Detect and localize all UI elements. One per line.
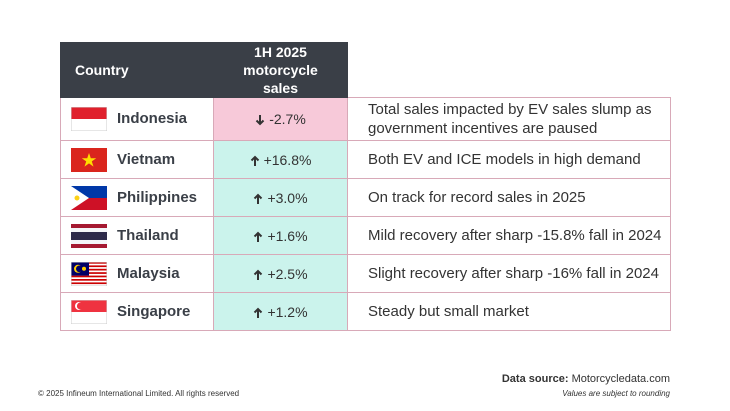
note: Mild recovery after sharp -15.8% fall in… bbox=[347, 216, 671, 255]
note: Both EV and ICE models in high demand bbox=[347, 140, 671, 179]
arrow-down bbox=[255, 115, 265, 126]
country-cell: Thailand bbox=[60, 216, 214, 255]
arrow-up bbox=[254, 193, 263, 204]
change: +1.6% bbox=[267, 227, 308, 244]
change: -2.7% bbox=[269, 111, 306, 127]
header-cell: Country bbox=[60, 42, 214, 98]
header-row: Country 1H 2025 motorcycle sales bbox=[60, 42, 671, 98]
row: Indonesia -2.7% Total sales impacted by … bbox=[60, 97, 671, 141]
change: +2.5% bbox=[267, 265, 308, 282]
row: Thailand +1.6% Mild recovery after sharp… bbox=[60, 216, 671, 255]
country: Malaysia bbox=[117, 264, 180, 282]
change-cell: +1.6% bbox=[213, 216, 348, 255]
row: Philippines +3.0% On track for record sa… bbox=[60, 178, 671, 217]
header-cell: 1H 2025 motorcycle sales bbox=[213, 42, 348, 98]
rounding-note: Values are subject to rounding bbox=[562, 389, 670, 398]
country-cell: Malaysia bbox=[60, 254, 214, 293]
flag bbox=[71, 185, 107, 210]
country-cell: Indonesia bbox=[60, 97, 214, 141]
country-cell: Philippines bbox=[60, 178, 214, 217]
sales-table: Country 1H 2025 motorcycle sales Indones… bbox=[60, 42, 671, 331]
flag bbox=[70, 106, 108, 132]
change: +1.2% bbox=[267, 303, 308, 320]
country: Philippines bbox=[117, 188, 198, 206]
arrow-up bbox=[254, 307, 263, 318]
flag bbox=[71, 147, 107, 172]
change-cell: +16.8% bbox=[213, 140, 348, 179]
change-cell: -2.7% bbox=[213, 97, 348, 141]
country: Thailand bbox=[117, 226, 179, 244]
change: +3.0% bbox=[267, 189, 308, 206]
flag bbox=[70, 261, 108, 286]
note: Total sales impacted by EV sales slump a… bbox=[347, 97, 671, 141]
note: Slight recovery after sharp -16% fall in… bbox=[347, 254, 671, 293]
country: Indonesia bbox=[117, 109, 188, 127]
country-cell: Vietnam bbox=[60, 140, 214, 179]
row: Singapore +1.2% Steady but small market bbox=[60, 292, 671, 331]
arrow-up bbox=[250, 155, 259, 166]
change-cell: +3.0% bbox=[213, 178, 348, 217]
country-cell: Singapore bbox=[60, 292, 214, 331]
arrow-up bbox=[254, 231, 263, 242]
flag bbox=[71, 223, 107, 248]
row: Malaysia +2.5% Slight recovery after sha… bbox=[60, 254, 671, 293]
data-source: Data source: Motorcycledata.com bbox=[502, 373, 670, 385]
change: +16.8% bbox=[263, 151, 312, 168]
source-label: Data source: bbox=[501, 373, 569, 385]
row: Vietnam +16.8% Both EV and ICE models in… bbox=[60, 140, 671, 179]
header-empty bbox=[347, 42, 671, 98]
change-cell: +2.5% bbox=[213, 254, 348, 293]
note: On track for record sales in 2025 bbox=[347, 178, 671, 217]
country: Singapore bbox=[117, 302, 191, 320]
flag bbox=[70, 299, 108, 324]
copyright: © 2025 Infineum International Limited. A… bbox=[38, 389, 240, 398]
note: Steady but small market bbox=[347, 292, 671, 331]
source: Motorcycledata.com bbox=[571, 373, 670, 385]
change-cell: +1.2% bbox=[213, 292, 348, 331]
country: Vietnam bbox=[117, 150, 176, 168]
arrow-up bbox=[254, 269, 263, 280]
